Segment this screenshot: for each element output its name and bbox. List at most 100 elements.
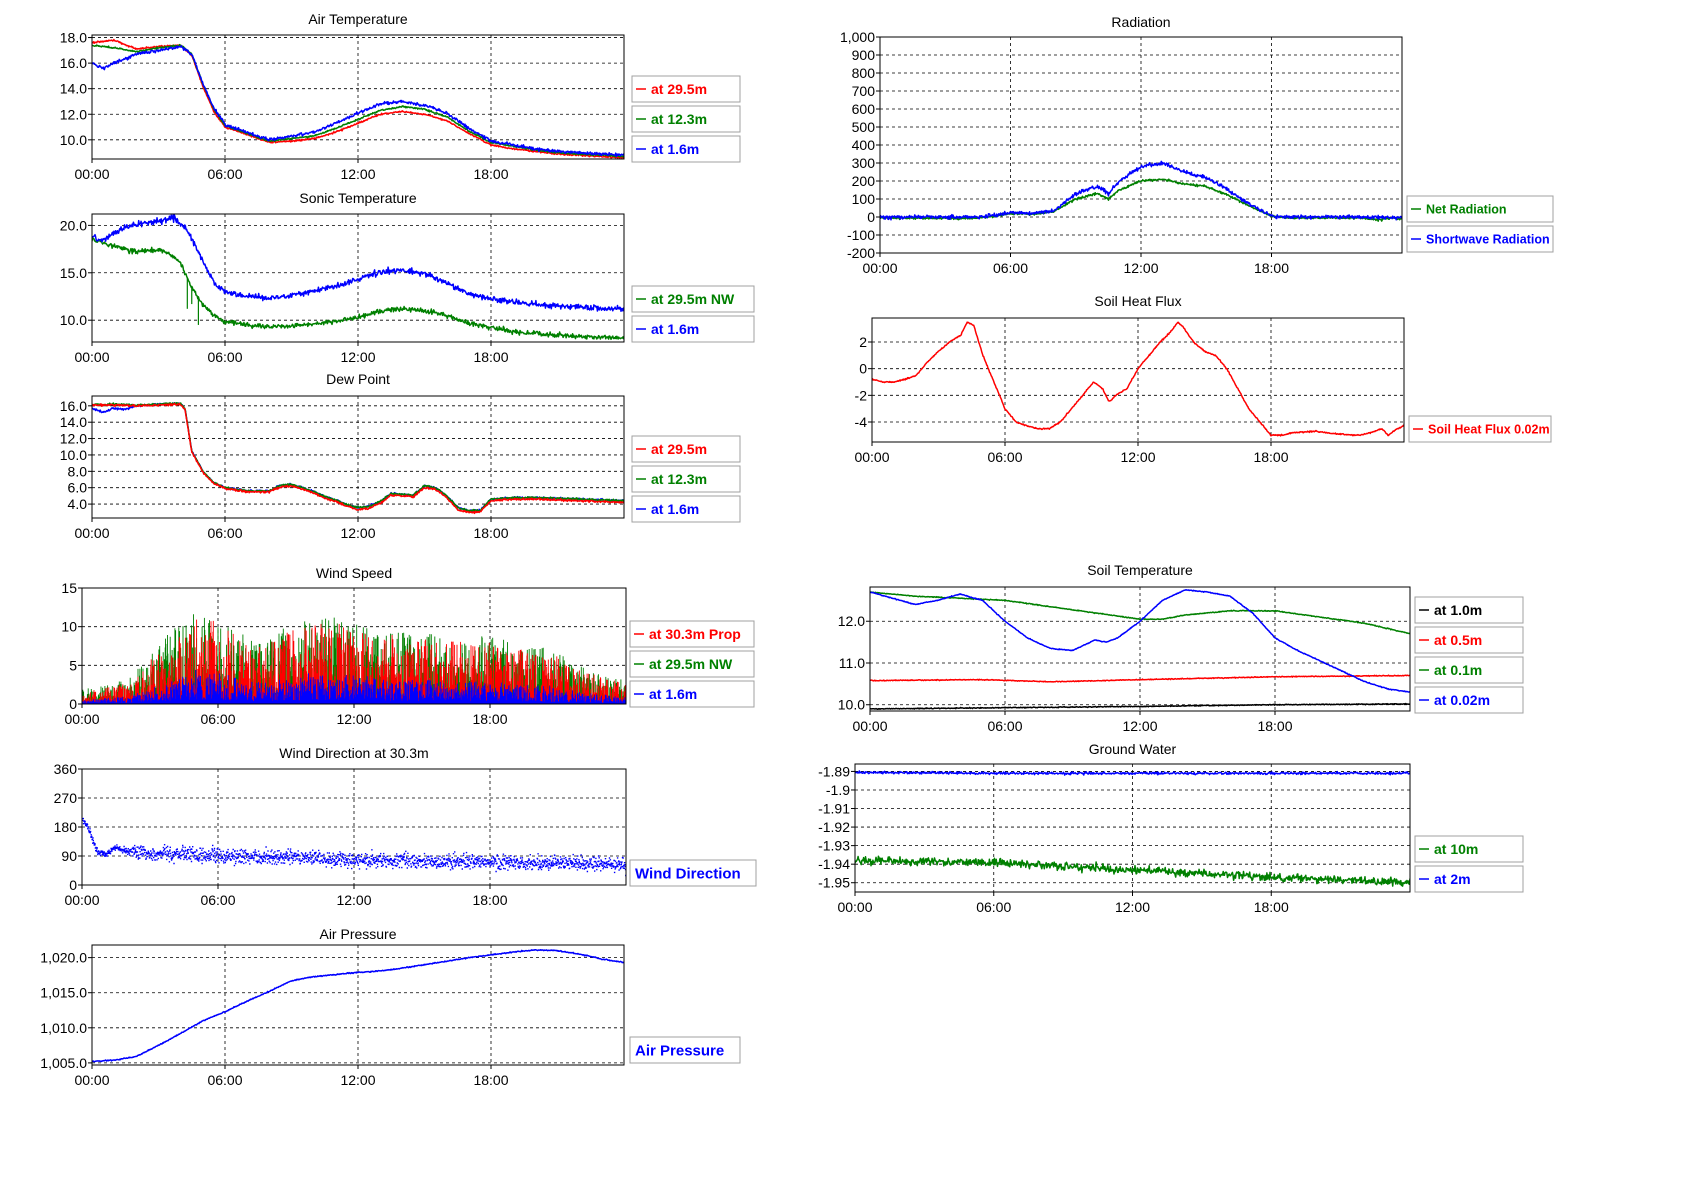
air-pressure-legend: Air Pressure bbox=[629, 1036, 741, 1064]
ground-water-series-group bbox=[855, 770, 1410, 887]
radiation-legend-item-net-radiation: Net Radiation bbox=[1406, 195, 1554, 223]
air-temperature-legend-item-at-1-6m: at 1.6m bbox=[631, 135, 741, 163]
sonic-temperature-plot-area bbox=[92, 214, 624, 342]
soil-heat-flux-frame bbox=[871, 317, 1405, 443]
ground-water-x-tick-label: 00:00 bbox=[837, 899, 872, 915]
dew-point-legend-item-at-1-6m: at 1.6m bbox=[631, 495, 741, 523]
wind-speed-frame bbox=[81, 587, 627, 705]
ground-water-legend-item-at-10m: at 10m bbox=[1414, 835, 1524, 863]
legend-label: Air Pressure bbox=[635, 1042, 724, 1059]
soil-temperature-y-tick-label: 10.0 bbox=[838, 697, 865, 713]
wind-direction-y-tick-label: 270 bbox=[54, 790, 78, 806]
dew-point-y-tick-label: 14.0 bbox=[60, 414, 87, 430]
soil-heat-flux-x-tick-label: 12:00 bbox=[1120, 449, 1155, 465]
radiation-y-tick-label: 700 bbox=[852, 83, 876, 99]
radiation-y-tick-label: 1,000 bbox=[840, 29, 875, 45]
sonic-temperature-legend-item-at-29-5m-nw: at 29.5m NW bbox=[631, 285, 755, 313]
dew-point-series-group bbox=[92, 401, 624, 515]
ground-water-x-tick-label: 06:00 bbox=[976, 899, 1011, 915]
radiation-title: Radiation bbox=[1111, 14, 1170, 30]
dew-point-y-tick-label: 4.0 bbox=[68, 496, 88, 512]
ground-water-y-tick-label: -1.9 bbox=[826, 782, 850, 798]
sonic-temperature-y-tick-label: 20.0 bbox=[60, 217, 87, 233]
radiation-y-tick-label: 900 bbox=[852, 47, 876, 63]
legend-box bbox=[631, 75, 741, 103]
radiation-y-tick-label: 600 bbox=[852, 101, 876, 117]
legend-label: at 0.5m bbox=[1434, 632, 1482, 648]
legend-label: at 1.6m bbox=[649, 686, 697, 702]
soil-temperature-chart: Soil Temperature 12.0 11.0 10.0 00:00 06:00 12… bbox=[838, 562, 1524, 734]
sonic-temperature-x-tick-label: 12:00 bbox=[340, 349, 375, 365]
air-temperature-x-tick-label: 18:00 bbox=[473, 166, 508, 182]
air-temperature-y-tick-label: 16.0 bbox=[60, 55, 87, 71]
wind-direction-x-tick-label: 00:00 bbox=[64, 892, 99, 908]
wind-direction-legend-item-wind-direction: Wind Direction bbox=[629, 859, 757, 887]
radiation-y-tick-label: 500 bbox=[852, 119, 876, 135]
soil-temperature-legend-item-at-0-1m: at 0.1m bbox=[1414, 656, 1524, 684]
soil-temperature-legend-item-at-0-02m: at 0.02m bbox=[1414, 686, 1524, 714]
soil-temperature-x-tick-label: 18:00 bbox=[1257, 718, 1292, 734]
ground-water-series-at-10m bbox=[855, 855, 1410, 887]
dew-point-chart: Dew Point 16.014.012.010.08.06.04.0 00:00 0… bbox=[60, 371, 741, 541]
wind-direction-series-wind-direction bbox=[82, 817, 626, 877]
ground-water-y-tick-label: -1.94 bbox=[818, 856, 850, 872]
legend-label: at 0.02m bbox=[1434, 692, 1490, 708]
dew-point-x-tick-label: 12:00 bbox=[340, 525, 375, 541]
soil-heat-flux-x-tick-label: 18:00 bbox=[1253, 449, 1288, 465]
legend-label: Wind Direction bbox=[635, 865, 741, 882]
dew-point-x-tick-label: 06:00 bbox=[207, 525, 242, 541]
soil-temperature-y-tick-label: 11.0 bbox=[839, 655, 865, 671]
radiation-y-tick-label: -200 bbox=[847, 245, 875, 261]
legend-label: at 10m bbox=[1434, 841, 1478, 857]
dew-point-y-tick-label: 8.0 bbox=[68, 463, 88, 479]
soil-heat-flux-y-tick-label: 0 bbox=[859, 361, 867, 377]
radiation-series-group bbox=[880, 160, 1402, 222]
air-pressure-x-tick-label: 12:00 bbox=[340, 1072, 375, 1088]
ground-water-x-tick-label: 12:00 bbox=[1115, 899, 1150, 915]
air-pressure-series-group bbox=[92, 948, 624, 1063]
soil-heat-flux-x-tick-label: 06:00 bbox=[987, 449, 1022, 465]
dew-point-legend: at 29.5m at 12.3m at 1.6m bbox=[631, 435, 741, 523]
air-pressure-x-tick-label: 18:00 bbox=[473, 1072, 508, 1088]
dew-point-y-tick-label: 16.0 bbox=[60, 398, 87, 414]
sonic-temperature-x-tick-label: 18:00 bbox=[473, 349, 508, 365]
soil-heat-flux-series-group bbox=[872, 321, 1404, 437]
dew-point-y-tick-label: 6.0 bbox=[68, 480, 88, 496]
soil-heat-flux-legend: Soil Heat Flux 0.02m bbox=[1408, 415, 1552, 443]
sonic-temperature-chart: Sonic Temperature 20.0 15.0 10.0 00:00 06:00 1… bbox=[60, 190, 755, 365]
wind-direction-legend: Wind Direction bbox=[629, 859, 757, 887]
legend-label: at 29.5m bbox=[651, 441, 707, 457]
wind-direction-title: Wind Direction at 30.3m bbox=[279, 745, 428, 761]
air-pressure-x-tick-label: 00:00 bbox=[74, 1072, 109, 1088]
sonic-temperature-legend-item-at-1-6m: at 1.6m bbox=[631, 315, 755, 343]
legend-box bbox=[629, 650, 755, 678]
air-temperature-y-tick-label: 12.0 bbox=[60, 106, 87, 122]
soil-temperature-x-tick-label: 00:00 bbox=[852, 718, 887, 734]
legend-box bbox=[631, 435, 741, 463]
air-temperature-x-tick-label: 12:00 bbox=[340, 166, 375, 182]
wind-speed-x-tick-label: 06:00 bbox=[200, 711, 235, 727]
ground-water-chart: Ground Water -1.89 -1.9 -1.91 -1.92 -1.93 -1.9… bbox=[818, 741, 1524, 915]
wind-speed-x-tick-label: 00:00 bbox=[64, 711, 99, 727]
sonic-temperature-series-at-29-5m-nw bbox=[92, 236, 624, 341]
legend-label: at 1.6m bbox=[651, 141, 699, 157]
ground-water-frame bbox=[854, 763, 1411, 893]
sonic-temperature-y-tick-label: 10.0 bbox=[60, 312, 87, 328]
ground-water-title: Ground Water bbox=[1089, 741, 1177, 757]
soil-temperature-legend-item-at-1-0m: at 1.0m bbox=[1414, 596, 1524, 624]
air-temperature-y-tick-label: 18.0 bbox=[60, 30, 87, 46]
legend-label: Soil Heat Flux 0.02m bbox=[1428, 423, 1550, 437]
legend-box bbox=[631, 105, 741, 133]
ground-water-y-tick-label: -1.89 bbox=[818, 763, 850, 779]
legend-box bbox=[1414, 835, 1524, 863]
air-temperature-frame bbox=[91, 34, 625, 160]
radiation-y-tick-label: 400 bbox=[852, 137, 876, 153]
radiation-x-tick-label: 06:00 bbox=[993, 260, 1028, 276]
wind-speed-legend: at 30.3m Prop at 29.5m NW at 1.6m bbox=[629, 620, 755, 708]
dew-point-y-tick-label: 12.0 bbox=[60, 431, 87, 447]
air-temperature-legend: at 29.5m at 12.3m at 1.6m bbox=[631, 75, 741, 163]
air-pressure-y-tick-label: 1,005.0 bbox=[40, 1055, 87, 1071]
wind-direction-y-tick-label: 0 bbox=[69, 877, 77, 893]
wind-direction-y-tick-label: 180 bbox=[54, 819, 78, 835]
